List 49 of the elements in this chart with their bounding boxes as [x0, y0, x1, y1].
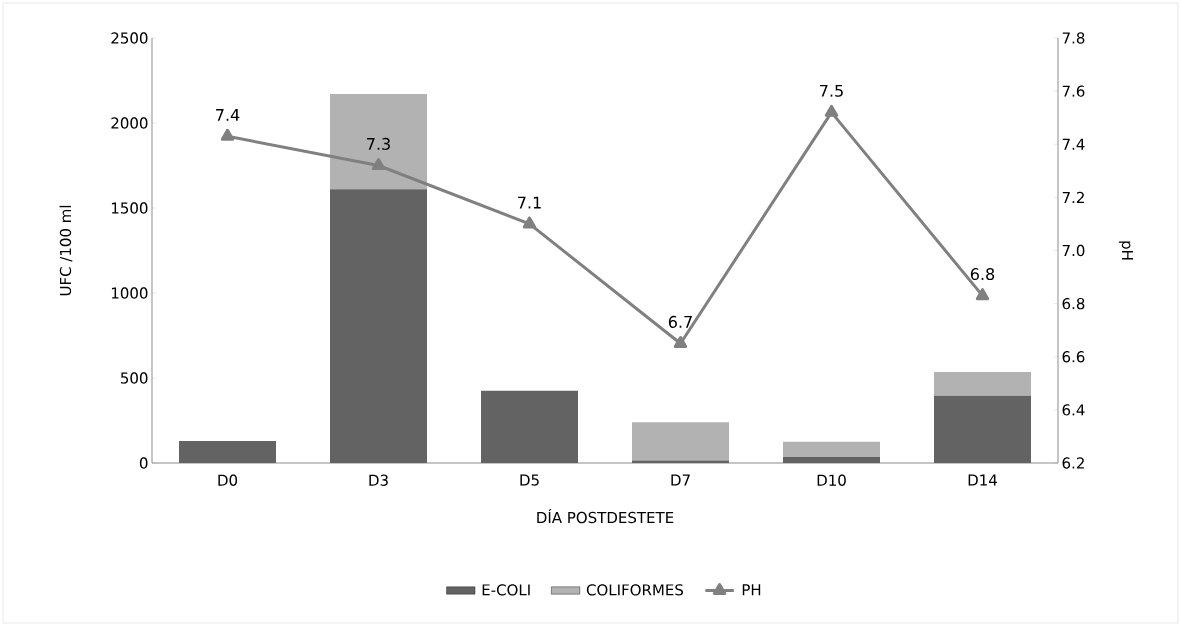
- y-tick-label: 2500: [111, 32, 148, 44]
- y2-tick-label: 6.6: [1062, 351, 1085, 363]
- bar: [632, 460, 729, 463]
- y2-axis-title: pH: [1118, 241, 1133, 260]
- x-tick-label: D5: [520, 474, 539, 486]
- bar: [632, 422, 729, 461]
- point: [673, 335, 688, 348]
- x-tick-label: D0: [218, 474, 238, 486]
- data-label: 7.3: [367, 137, 390, 150]
- point: [220, 128, 235, 141]
- x-axis-title: DÍA POSTDESTETE: [537, 509, 674, 524]
- y-tick-label: 500: [121, 372, 148, 384]
- data-label: 6.7: [668, 315, 692, 328]
- bar: [783, 441, 880, 458]
- legend-label: E-COLI: [482, 584, 530, 596]
- bar: [179, 440, 277, 463]
- y2-tick-label: 6.8: [1062, 297, 1085, 310]
- x-tick-label: D14: [968, 474, 997, 486]
- bar: [481, 390, 578, 463]
- bar: [330, 94, 428, 190]
- bar: [783, 457, 880, 463]
- y-tick-label: 1000: [111, 287, 148, 299]
- y-tick-label: 0: [139, 457, 148, 469]
- legend-label: PH: [742, 584, 761, 596]
- bar: [330, 189, 428, 463]
- data-label: 7.1: [518, 196, 541, 209]
- point: [371, 158, 386, 170]
- legend-label: COLIFORMES: [586, 584, 684, 596]
- point: [975, 288, 990, 301]
- y2-tick-label: 7.4: [1062, 138, 1085, 150]
- x-tick-label: D7: [671, 474, 690, 486]
- y-tick-label: 2000: [111, 117, 148, 129]
- data-label: 7.5: [820, 84, 843, 97]
- x-tick-label: D10: [817, 474, 846, 486]
- data-label: 7.4: [216, 109, 240, 121]
- data-label: 6.8: [970, 268, 995, 281]
- point: [522, 216, 537, 229]
- y2-tick-label: 7.2: [1062, 191, 1084, 203]
- y2-tick-label: 6.2: [1062, 457, 1084, 469]
- y2-tick-label: 6.4: [1062, 404, 1085, 416]
- y2-tick-label: 7.0: [1062, 244, 1085, 257]
- bar: [934, 395, 1031, 463]
- y2-tick-label: 7.8: [1062, 32, 1085, 44]
- y-axis-title: UFC /100 ml: [59, 205, 73, 296]
- y-tick-label: 1500: [111, 202, 148, 214]
- point: [824, 104, 839, 117]
- bar: [934, 372, 1031, 396]
- x-tick-label: D3: [369, 474, 388, 486]
- y2-tick-label: 7.6: [1062, 85, 1085, 97]
